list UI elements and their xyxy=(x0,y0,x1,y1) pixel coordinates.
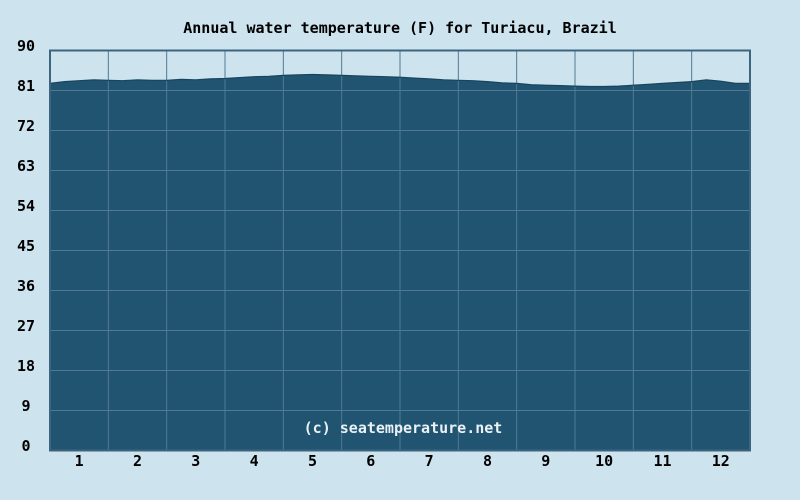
x-axis-tick-label: 8 xyxy=(482,452,492,470)
y-axis-tick-label: 81 xyxy=(16,77,36,95)
y-axis-tick-label: 18 xyxy=(16,357,36,375)
x-axis-tick-label: 1 xyxy=(74,452,84,470)
x-axis-tick-label: 9 xyxy=(541,452,551,470)
y-axis-tick-label: 9 xyxy=(21,397,31,415)
y-axis-tick-label: 63 xyxy=(16,157,36,175)
x-axis-tick-label: 5 xyxy=(307,452,317,470)
x-axis-tick-label: 6 xyxy=(366,452,376,470)
y-axis-tick-label: 45 xyxy=(16,237,36,255)
plot-border xyxy=(49,49,751,452)
y-axis-tick-label: 72 xyxy=(16,117,36,135)
x-axis-tick-label: 7 xyxy=(424,452,434,470)
temperature-curve-edge xyxy=(49,73,750,88)
watermark: (c) seatemperature.net xyxy=(303,419,503,437)
x-axis-tick-label: 4 xyxy=(249,452,259,470)
x-axis-tick-label: 12 xyxy=(711,452,730,470)
y-axis-tick-label: 36 xyxy=(16,277,36,295)
y-axis-tick-label: 90 xyxy=(16,37,36,55)
x-axis-tick-label: 10 xyxy=(595,452,614,470)
chart-title: Annual water temperature (F) for Turiacu… xyxy=(183,19,617,37)
y-axis-tick-label: 27 xyxy=(16,317,36,335)
y-axis-tick-label: 54 xyxy=(16,197,36,215)
x-axis-tick-label: 11 xyxy=(653,452,672,470)
y-axis-tick-label: 0 xyxy=(21,437,31,455)
x-axis-tick-label: 3 xyxy=(191,452,201,470)
x-axis-tick-label: 2 xyxy=(132,452,142,470)
